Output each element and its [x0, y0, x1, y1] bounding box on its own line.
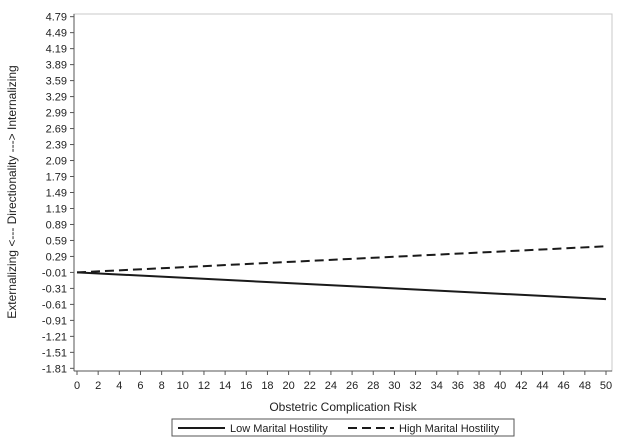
x-tick-label: 50	[600, 380, 612, 392]
y-tick-label: 3.89	[46, 60, 67, 72]
x-tick-label: 18	[261, 380, 273, 392]
y-tick-label: 1.79	[46, 172, 67, 184]
x-tick-label: 42	[515, 380, 527, 392]
x-tick-label: 20	[282, 380, 294, 392]
y-tick-label: -0.91	[42, 315, 67, 327]
y-tick-label: 2.99	[46, 108, 67, 120]
y-tick-label: 0.59	[46, 235, 67, 247]
x-axis-title: Obstetric Complication Risk	[269, 400, 417, 414]
x-tick-label: 48	[579, 380, 591, 392]
series-line-high-marital-hostility	[76, 245, 607, 274]
series-line-low-marital-hostility	[76, 271, 607, 301]
x-tick-label: 30	[388, 380, 400, 392]
x-tick-label: 2	[95, 380, 101, 392]
legend: Low Marital Hostility High Marital Hosti…	[171, 418, 515, 437]
x-tick-label: 4	[116, 380, 122, 392]
legend-frame	[171, 418, 515, 437]
y-tick-label: -0.31	[42, 283, 67, 295]
x-tick-label: 16	[240, 380, 252, 392]
y-tick-label: 2.69	[46, 124, 67, 136]
y-tick-label: 4.49	[46, 28, 67, 40]
y-tick-label: -0.01	[42, 267, 67, 279]
y-tick-label: 2.39	[46, 140, 67, 152]
x-tick-label: 8	[159, 380, 165, 392]
y-tick-label: 1.19	[46, 203, 67, 215]
x-tick-label: 46	[558, 380, 570, 392]
y-tick-label: 2.09	[46, 156, 67, 168]
x-tick-label: 34	[431, 380, 443, 392]
y-tick-label: -1.51	[42, 347, 67, 359]
y-tick-label: 4.79	[46, 12, 67, 24]
y-axis-title: Externalizing <--- Directionality ---> I…	[5, 65, 19, 318]
y-tick-label: -1.21	[42, 331, 67, 343]
x-tick-label: 26	[346, 380, 358, 392]
x-tick-label: 32	[409, 380, 421, 392]
x-tick-label: 28	[367, 380, 379, 392]
x-tick-label: 12	[198, 380, 210, 392]
x-tick-label: 40	[494, 380, 506, 392]
legend-label-high-marital-hostility: High Marital Hostility	[399, 423, 500, 435]
x-tick-label: 0	[74, 380, 80, 392]
x-tick-label: 6	[137, 380, 143, 392]
x-tick-label: 14	[219, 380, 231, 392]
x-tick-label: 10	[177, 380, 189, 392]
x-tick-label: 24	[325, 380, 337, 392]
y-tick-label: -0.61	[42, 299, 67, 311]
y-tick-label: -1.81	[42, 363, 67, 375]
plot-area-frame	[73, 13, 613, 372]
y-tick-label: 4.19	[46, 44, 67, 56]
y-tick-label: 3.59	[46, 76, 67, 88]
y-tick-label: 1.49	[46, 188, 67, 200]
x-tick-label: 22	[304, 380, 316, 392]
y-tick-label: 0.89	[46, 219, 67, 231]
y-tick-label: 0.29	[46, 251, 67, 263]
y-tick-label: 3.29	[46, 92, 67, 104]
x-tick-label: 44	[536, 380, 548, 392]
x-tick-label: 38	[473, 380, 485, 392]
legend-label-low-marital-hostility: Low Marital Hostility	[230, 423, 328, 435]
x-tick-label: 36	[452, 380, 464, 392]
